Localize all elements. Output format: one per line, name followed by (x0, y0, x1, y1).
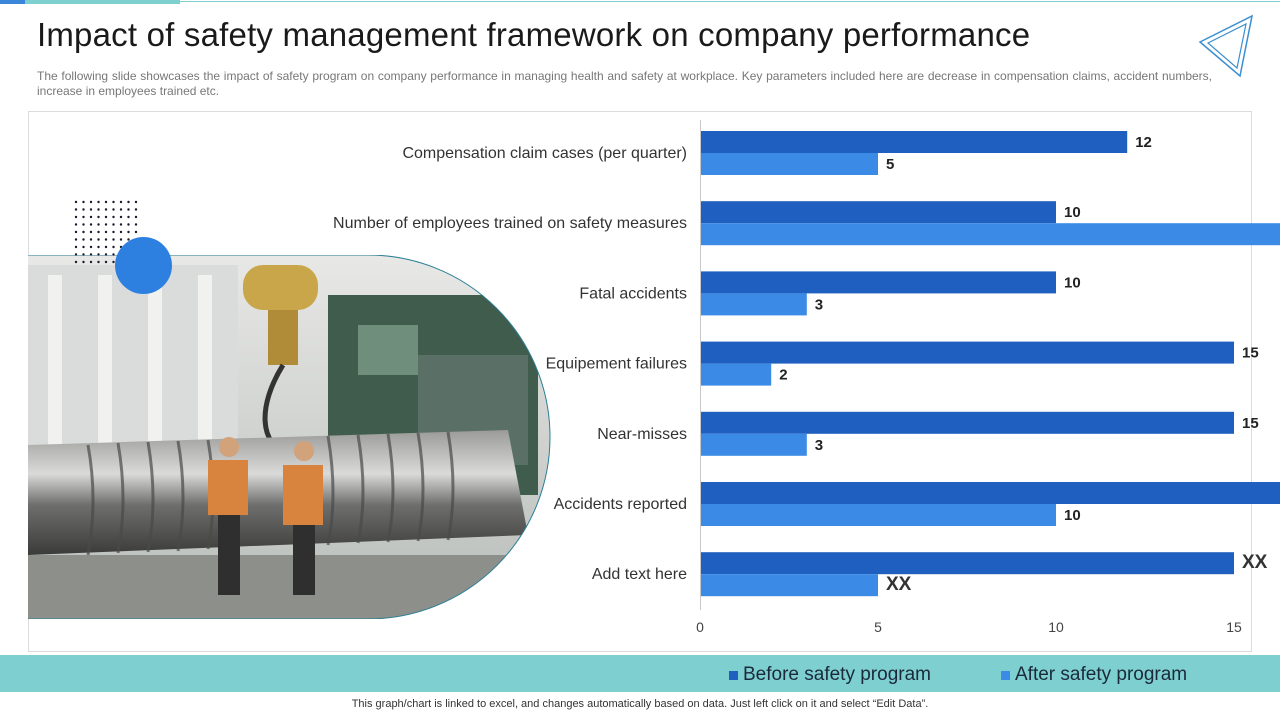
legend-label-after: After safety program (1015, 664, 1188, 685)
legend-swatch-before (729, 670, 738, 680)
blue-circle-decoration (115, 237, 172, 294)
legend-item-after: After safety program (1001, 664, 1187, 686)
triangle-logo-icon (1198, 14, 1254, 78)
workers-photo (28, 255, 551, 619)
slide-title: Impact of safety management framework on… (37, 16, 1031, 53)
legend-bar: Before safety program After safety progr… (0, 655, 1280, 692)
top-accent-teal-segment (25, 0, 180, 4)
legend-swatch-after (1001, 670, 1010, 680)
legend-item-before: Before safety program (729, 664, 931, 686)
top-accent-line (180, 1, 1280, 2)
legend-label-before: Before safety program (743, 664, 931, 685)
top-accent-blue-segment (0, 0, 25, 4)
slide-description: The following slide showcases the impact… (37, 69, 1212, 98)
top-accent-rule (0, 0, 1280, 4)
footnote: This graph/chart is linked to excel, and… (351, 698, 929, 710)
